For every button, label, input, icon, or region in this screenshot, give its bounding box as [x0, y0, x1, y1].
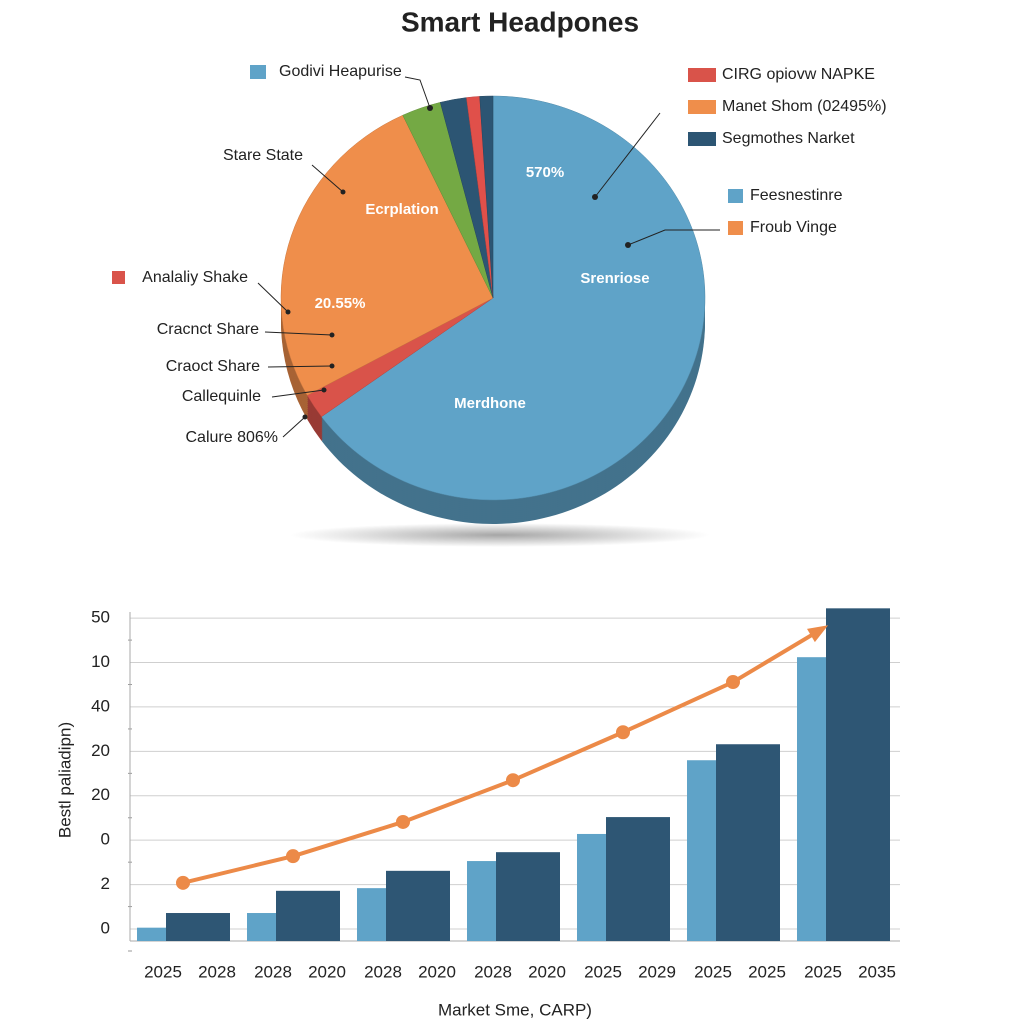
bar: [137, 927, 166, 941]
x-tick-label: 2035: [858, 962, 896, 981]
bar: [606, 817, 670, 941]
leader-line: [594, 112, 661, 198]
annotation: Analaliy Shake: [142, 269, 248, 286]
line-point: [506, 773, 520, 788]
x-tick-label: 2020: [528, 962, 566, 981]
leader-dot: [329, 332, 335, 338]
leader-line: [264, 331, 333, 336]
slice-label: 20.55%: [315, 295, 366, 312]
legend-label: Godivi Heapurise: [279, 63, 402, 80]
line-point: [616, 725, 630, 740]
x-tick-label: 2020: [308, 962, 346, 981]
annotation: Craoct Share: [166, 358, 260, 375]
chart-title: Smart Headpones: [401, 6, 639, 37]
leader-line: [271, 389, 325, 398]
legend-swatch: [250, 65, 266, 79]
legend-label: Feesnestinre: [750, 187, 843, 204]
bar: [467, 861, 496, 941]
bar: [826, 608, 890, 941]
pie-slice: [479, 95, 494, 299]
slice-label: Ecrplation: [365, 201, 438, 218]
legend-swatch: [688, 100, 716, 114]
x-axis-label: Market Sme, CARP): [438, 1000, 592, 1019]
bar: [357, 888, 386, 941]
line-point: [726, 675, 740, 690]
y-tick-label: 2: [101, 874, 110, 893]
x-tick-label: 2028: [198, 962, 236, 981]
x-tick-label: 2025: [694, 962, 732, 981]
x-tick-label: 2025: [748, 962, 786, 981]
leader-dot: [625, 242, 631, 248]
x-tick-label: 2020: [418, 962, 456, 981]
line-point: [396, 814, 410, 829]
legend-swatch: [728, 189, 743, 203]
bar: [797, 657, 826, 941]
leader-dot: [285, 309, 291, 315]
legend-label: Manet Shom (02495%): [722, 98, 887, 115]
leader-line: [627, 229, 720, 246]
x-tick-label: 2025: [804, 962, 842, 981]
leader-line: [267, 365, 333, 368]
line-point: [286, 849, 300, 864]
x-tick-label: 2025: [584, 962, 622, 981]
legend-label: Segmothes Narket: [722, 130, 855, 147]
bar: [386, 870, 450, 941]
x-tick-label: 2029: [638, 962, 676, 981]
x-tick-label: 2028: [364, 962, 402, 981]
x-tick-label: 2028: [474, 962, 512, 981]
x-tick-label: 2028: [254, 962, 292, 981]
legend-swatch: [728, 221, 743, 235]
legend-swatch: [688, 68, 716, 82]
leader-dot: [427, 105, 433, 111]
bar: [166, 913, 230, 941]
legend-label: Froub Vinge: [750, 219, 837, 236]
bar: [577, 833, 606, 941]
y-axis-label: Bestl paliadipn): [55, 722, 74, 838]
annotation: Callequinle: [182, 388, 261, 405]
bar: [276, 890, 340, 941]
leader-line: [257, 282, 289, 313]
y-tick-label: 40: [91, 696, 110, 715]
bar: [247, 913, 276, 941]
annotation-swatch: [112, 271, 125, 284]
y-tick-label: 20: [91, 741, 110, 760]
pie-slice: [321, 95, 706, 501]
leader-dot: [329, 363, 335, 369]
bar: [496, 852, 560, 941]
slice-label: Srenriose: [580, 270, 649, 287]
pie-shadow: [290, 523, 710, 547]
leader-dot: [592, 194, 598, 200]
annotation: Cracnct Share: [157, 321, 259, 338]
bar: [716, 744, 780, 941]
pie-slice: [280, 114, 494, 396]
arrow-head: [807, 625, 829, 643]
slice-label: Merdhone: [454, 395, 526, 412]
legend-label: CIRG opiovw NAPKE: [722, 66, 875, 83]
leader-line: [311, 164, 344, 193]
y-tick-label: 20: [91, 785, 110, 804]
leader-dot: [321, 387, 327, 393]
leader-dot: [340, 189, 346, 195]
slice-label: 570%: [526, 164, 564, 181]
leader-line: [282, 416, 306, 438]
y-tick-label: 50: [91, 608, 110, 627]
legend-swatch: [688, 132, 716, 146]
annotation: Stare State: [223, 147, 303, 164]
x-tick-label: 2025: [144, 962, 182, 981]
bar: [687, 760, 716, 941]
y-tick-label: 0: [101, 830, 110, 849]
annotation: Calure 806%: [186, 429, 279, 446]
leader-line: [404, 76, 431, 109]
line-point: [176, 875, 190, 890]
y-tick-label: 0: [101, 918, 110, 937]
leader-dot: [302, 414, 308, 420]
y-tick-label: 10: [91, 652, 110, 671]
